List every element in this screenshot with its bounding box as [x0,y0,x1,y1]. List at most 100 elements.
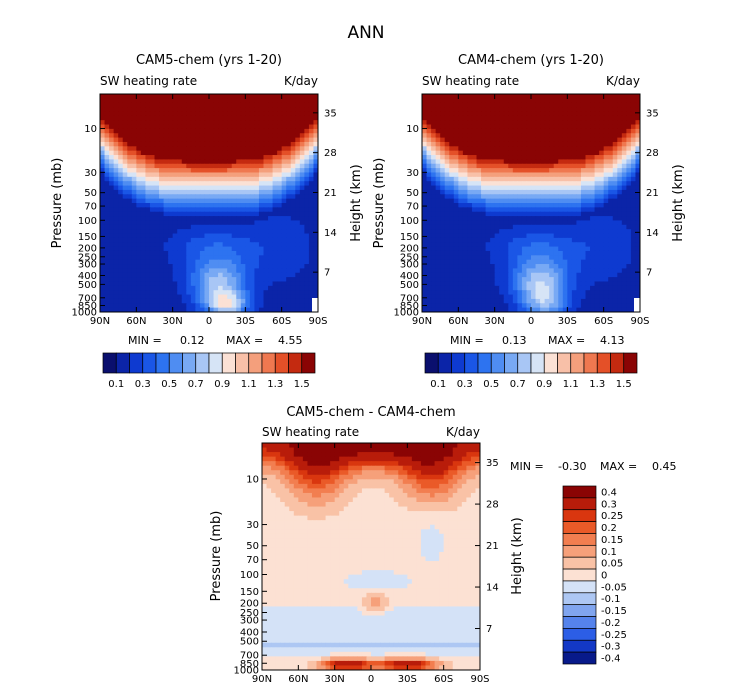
field-cell [181,150,187,156]
field-cell [258,141,265,147]
field-cell [521,181,528,187]
field-cell [245,98,251,104]
field-cell [304,303,310,309]
field-cell [286,216,292,222]
field-cell [258,137,265,143]
field-cell [109,281,115,287]
field-cell [118,259,124,265]
field-cell [177,176,183,182]
field-cell [140,163,147,169]
field-cell [299,268,305,274]
field-cell [499,155,505,160]
field-cell [140,176,147,182]
field-cell [109,203,115,208]
field-cell [612,155,618,160]
field-cell [585,294,591,300]
pressure-tick-label: 30 [84,168,97,179]
missing-data [634,298,640,312]
field-cell [113,128,119,134]
field-cell [240,250,246,256]
field-cell [544,194,550,200]
field-cell [594,133,600,139]
field-cell [617,155,623,160]
field-cell [127,141,133,147]
field-cell [580,255,587,261]
field-cell [585,290,591,296]
field-cell [145,94,151,99]
field-cell [199,233,206,239]
field-cell [576,277,582,283]
field-cell [626,242,632,248]
field-cell [503,168,509,174]
field-cell [580,181,587,187]
field-cell [231,277,237,283]
field-cell [154,141,160,147]
field-cell [594,242,600,248]
field-cell [299,216,305,222]
field-cell [453,159,459,165]
field-cell [549,168,555,174]
field-cell [268,120,274,126]
field-cell [553,163,559,169]
field-cell [621,194,627,200]
field-cell [458,128,464,134]
field-cell [576,255,582,261]
field-cell [603,277,609,283]
field-cell [630,233,637,239]
field-cell [277,172,283,178]
field-cell [218,237,224,243]
field-cell [630,303,637,309]
field-cell [181,229,187,235]
field-cell [512,98,518,104]
field-cell [195,172,201,178]
field-cell [603,242,609,248]
field-cell [553,181,559,187]
field-cell [240,102,246,108]
field-cell [290,185,296,191]
field-cell [131,94,137,99]
field-cell [272,229,278,235]
field-cell [195,281,201,287]
field-cell [567,120,573,126]
field-cell [113,224,119,230]
field-cell [626,237,632,243]
field-cell [281,168,287,174]
field-cell [313,111,318,117]
field-cell [140,141,147,147]
field-cell [159,220,165,226]
field-cell [122,111,128,117]
field-cell [440,115,446,121]
field-cell [295,181,301,187]
field-cell [308,102,315,108]
field-cell [621,237,627,243]
field-cell [172,203,178,208]
colorbar-swatch [155,352,170,374]
field-cell [531,141,537,147]
field-cell [503,137,509,143]
field-cell [149,281,156,287]
field-cell [227,176,233,182]
field-cell [431,181,437,187]
field-cell [567,290,573,296]
field-cell [494,220,500,226]
field-cell [186,220,192,226]
field-cell [131,115,137,121]
field-cell [521,211,528,217]
field-cell [254,94,260,99]
field-cell [181,159,187,165]
field-cell [503,163,509,169]
field-cell [453,185,459,191]
field-cell [245,194,251,200]
field-cell [490,172,496,178]
field-cell [503,290,509,296]
field-cell [567,207,573,213]
field-cell [594,181,600,187]
field-cell [168,242,174,248]
field-cell [218,181,224,187]
field-cell [481,285,487,291]
field-cell [168,216,174,222]
field-cell [127,298,133,304]
field-cell [149,298,156,304]
field-cell [422,290,428,296]
field-cell [177,146,183,152]
